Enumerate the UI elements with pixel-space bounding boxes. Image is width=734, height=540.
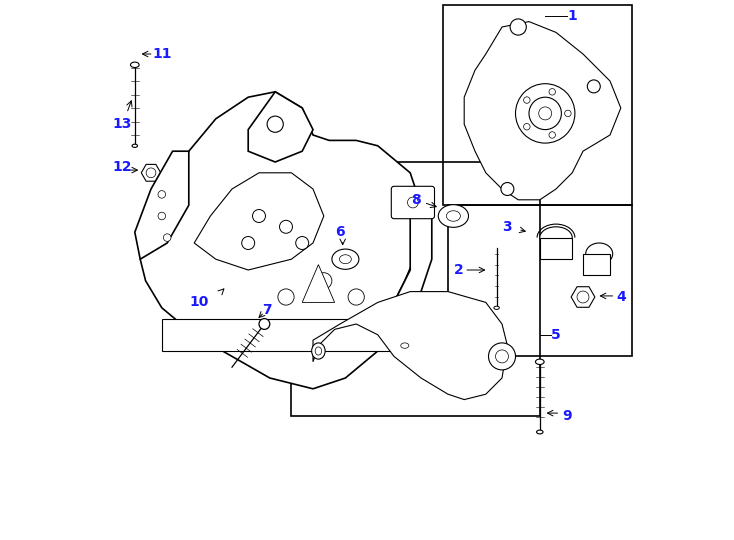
Circle shape xyxy=(564,110,571,117)
Text: 1: 1 xyxy=(567,9,577,23)
Ellipse shape xyxy=(339,255,352,264)
Text: 10: 10 xyxy=(190,295,209,309)
Circle shape xyxy=(549,89,556,95)
Ellipse shape xyxy=(312,343,325,359)
Polygon shape xyxy=(195,173,324,270)
Circle shape xyxy=(577,291,589,303)
Text: 5: 5 xyxy=(551,328,561,342)
Circle shape xyxy=(348,289,364,305)
Circle shape xyxy=(278,289,294,305)
FancyBboxPatch shape xyxy=(391,186,435,219)
Circle shape xyxy=(241,237,255,249)
Text: 8: 8 xyxy=(411,193,421,207)
Text: 4: 4 xyxy=(616,290,625,304)
Bar xyxy=(161,319,410,351)
Circle shape xyxy=(316,273,332,289)
Circle shape xyxy=(158,191,166,198)
Polygon shape xyxy=(571,287,595,307)
Circle shape xyxy=(489,343,515,370)
Text: 6: 6 xyxy=(335,225,345,239)
FancyBboxPatch shape xyxy=(391,305,435,338)
Ellipse shape xyxy=(586,243,613,265)
Circle shape xyxy=(495,350,509,363)
Polygon shape xyxy=(248,92,313,162)
Bar xyxy=(448,205,631,356)
Circle shape xyxy=(146,168,156,178)
Circle shape xyxy=(407,316,418,327)
Circle shape xyxy=(539,107,552,120)
Ellipse shape xyxy=(539,227,573,248)
Circle shape xyxy=(523,97,530,103)
Polygon shape xyxy=(394,194,432,302)
Text: 7: 7 xyxy=(262,303,272,318)
Bar xyxy=(539,238,573,259)
Ellipse shape xyxy=(494,306,499,309)
Circle shape xyxy=(296,237,309,249)
Circle shape xyxy=(158,212,166,220)
Circle shape xyxy=(501,183,514,195)
Ellipse shape xyxy=(537,430,543,434)
Ellipse shape xyxy=(438,205,468,227)
Text: 12: 12 xyxy=(112,160,131,174)
Polygon shape xyxy=(464,22,621,200)
Ellipse shape xyxy=(332,249,359,269)
Ellipse shape xyxy=(131,62,139,68)
Polygon shape xyxy=(135,151,189,259)
Text: 13: 13 xyxy=(112,117,131,131)
Polygon shape xyxy=(313,292,507,400)
Circle shape xyxy=(529,97,562,130)
Ellipse shape xyxy=(401,343,409,348)
Polygon shape xyxy=(141,164,161,181)
Circle shape xyxy=(407,197,418,208)
Text: 11: 11 xyxy=(152,47,172,61)
Ellipse shape xyxy=(536,359,544,364)
Circle shape xyxy=(510,19,526,35)
Ellipse shape xyxy=(315,347,321,355)
Circle shape xyxy=(523,124,530,130)
Bar xyxy=(583,254,610,275)
Text: 3: 3 xyxy=(503,220,512,234)
Circle shape xyxy=(164,234,171,241)
Text: 2: 2 xyxy=(454,263,464,277)
Polygon shape xyxy=(140,92,421,389)
Polygon shape xyxy=(302,265,335,302)
Circle shape xyxy=(587,80,600,93)
Ellipse shape xyxy=(446,211,460,221)
Bar xyxy=(443,5,631,205)
Circle shape xyxy=(252,210,266,222)
Circle shape xyxy=(549,132,556,138)
Bar xyxy=(291,162,539,416)
Ellipse shape xyxy=(259,319,270,329)
Text: 9: 9 xyxy=(562,409,572,423)
Ellipse shape xyxy=(132,144,137,147)
Circle shape xyxy=(515,84,575,143)
Circle shape xyxy=(267,116,283,132)
Circle shape xyxy=(280,220,292,233)
